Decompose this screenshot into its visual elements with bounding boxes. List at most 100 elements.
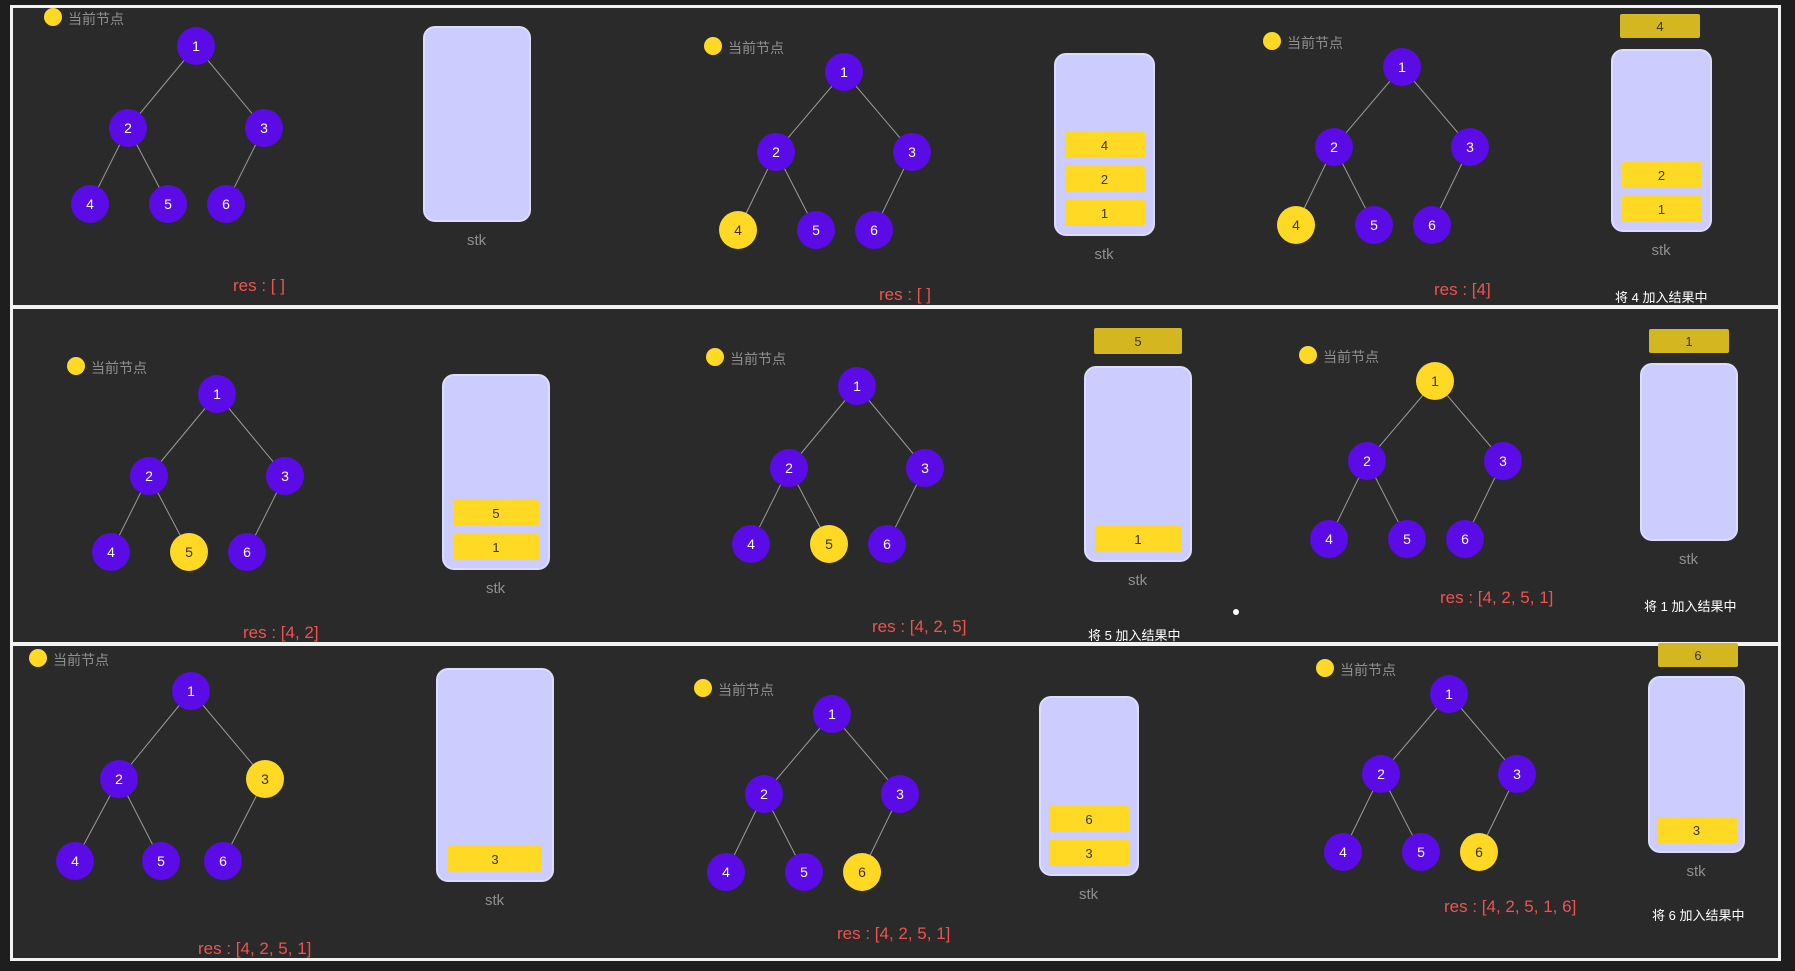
row-separator xyxy=(10,642,1781,646)
stack-item: 1 xyxy=(1621,196,1702,222)
current-node-legend-dot xyxy=(1299,346,1317,364)
tree-node: 4 xyxy=(92,533,130,571)
popped-stack-item: 5 xyxy=(1094,328,1182,354)
stack-item: 3 xyxy=(1049,840,1129,866)
tree-node: 2 xyxy=(1362,755,1400,793)
popped-stack-item: 1 xyxy=(1649,329,1729,353)
stack-label: stk xyxy=(486,580,506,597)
stack-item: 5 xyxy=(453,500,539,526)
current-node-legend-dot xyxy=(706,348,724,366)
stack-item: 1 xyxy=(453,534,539,560)
tree-node: 4 xyxy=(707,853,745,891)
step-note: 将 6 加入结果中 xyxy=(1652,908,1745,923)
current-node-legend-label: 当前节点 xyxy=(728,40,784,56)
popped-stack-item: 4 xyxy=(1620,14,1700,38)
tree-node: 3 xyxy=(906,449,944,487)
tree-node: 2 xyxy=(757,133,795,171)
stack-label: stk xyxy=(485,892,505,909)
tree-node: 1 xyxy=(1430,675,1468,713)
stack-item: 3 xyxy=(1656,817,1737,843)
current-tree-node: 1 xyxy=(1416,362,1454,400)
tree-node: 4 xyxy=(1324,833,1362,871)
tree-node: 4 xyxy=(1310,520,1348,558)
tree-node: 5 xyxy=(785,853,823,891)
current-node-legend-dot xyxy=(29,649,47,667)
tree-node: 6 xyxy=(207,185,245,223)
stack-label: stk xyxy=(1079,886,1099,903)
tree-node: 2 xyxy=(109,109,147,147)
tree-node: 1 xyxy=(838,367,876,405)
result-list: res : [4, 2] xyxy=(243,623,319,642)
stack-container xyxy=(423,26,531,222)
result-list: res : [4, 2, 5] xyxy=(872,617,967,636)
stack-item: 6 xyxy=(1049,806,1129,832)
current-node-legend-dot xyxy=(67,357,85,375)
step-note: 将 1 加入结果中 xyxy=(1644,599,1737,614)
tree-node: 5 xyxy=(1355,206,1393,244)
current-tree-node: 6 xyxy=(843,853,881,891)
tree-node: 6 xyxy=(1413,206,1451,244)
current-node-legend-label: 当前节点 xyxy=(91,360,147,376)
result-list: res : [4, 2, 5, 1] xyxy=(1440,588,1554,607)
current-tree-node: 4 xyxy=(719,211,757,249)
result-list: res : [4, 2, 5, 1, 6] xyxy=(1444,897,1577,916)
current-node-legend-label: 当前节点 xyxy=(1287,35,1343,51)
tree-node: 3 xyxy=(266,457,304,495)
stack-item: 1 xyxy=(1064,200,1145,226)
tree-node: 1 xyxy=(825,53,863,91)
tree-node: 1 xyxy=(1383,48,1421,86)
row-separator xyxy=(10,305,1781,309)
current-node-legend-label: 当前节点 xyxy=(718,682,774,698)
current-node-legend-dot xyxy=(1263,32,1281,50)
result-list: res : [ ] xyxy=(879,285,931,304)
tree-node: 2 xyxy=(770,449,808,487)
stack-item: 1 xyxy=(1095,526,1181,552)
tree-node: 1 xyxy=(198,375,236,413)
tree-node: 1 xyxy=(813,695,851,733)
tree-node: 3 xyxy=(1498,755,1536,793)
tree-node: 3 xyxy=(1484,442,1522,480)
current-node-legend-dot xyxy=(704,37,722,55)
tree-node: 3 xyxy=(245,109,283,147)
current-node-legend-dot xyxy=(694,679,712,697)
tree-node: 2 xyxy=(130,457,168,495)
tree-node: 5 xyxy=(149,185,187,223)
stack-label: stk xyxy=(1686,863,1706,880)
current-node-legend-label: 当前节点 xyxy=(53,652,109,668)
tree-node: 5 xyxy=(1402,833,1440,871)
stack-label: stk xyxy=(1128,572,1148,589)
current-node-legend-dot xyxy=(44,8,62,26)
tree-node: 6 xyxy=(868,525,906,563)
current-tree-node: 4 xyxy=(1277,206,1315,244)
current-tree-node: 3 xyxy=(246,760,284,798)
step-note: 将 4 加入结果中 xyxy=(1615,290,1708,305)
stack-container xyxy=(1640,363,1738,541)
current-tree-node: 5 xyxy=(810,525,848,563)
tree-node: 6 xyxy=(204,842,242,880)
tree-node: 2 xyxy=(745,775,783,813)
current-node-legend-label: 当前节点 xyxy=(1340,662,1396,678)
current-node-legend-label: 当前节点 xyxy=(730,351,786,367)
tree-node: 1 xyxy=(177,27,215,65)
stack-item: 2 xyxy=(1064,166,1145,192)
stack-label: stk xyxy=(1679,551,1699,568)
current-node-legend-label: 当前节点 xyxy=(1323,349,1379,365)
current-node-legend-dot xyxy=(1316,659,1334,677)
tree-node: 5 xyxy=(797,211,835,249)
tree-node: 4 xyxy=(732,525,770,563)
current-node-legend-label: 当前节点 xyxy=(68,11,124,27)
popped-stack-item: 6 xyxy=(1658,643,1738,667)
result-list: res : [ ] xyxy=(233,276,285,295)
current-tree-node: 6 xyxy=(1460,833,1498,871)
step-note: 将 5 加入结果中 xyxy=(1088,628,1181,643)
stack-item: 2 xyxy=(1621,162,1702,188)
tree-node: 6 xyxy=(228,533,266,571)
result-list: res : [4, 2, 5, 1] xyxy=(198,939,312,958)
tree-node: 5 xyxy=(142,842,180,880)
stack-item: 3 xyxy=(448,846,542,872)
stack-item: 4 xyxy=(1064,132,1145,158)
tree-node: 5 xyxy=(1388,520,1426,558)
result-list: res : [4, 2, 5, 1] xyxy=(837,924,951,943)
result-list: res : [4] xyxy=(1434,280,1491,299)
tree-node: 3 xyxy=(893,133,931,171)
